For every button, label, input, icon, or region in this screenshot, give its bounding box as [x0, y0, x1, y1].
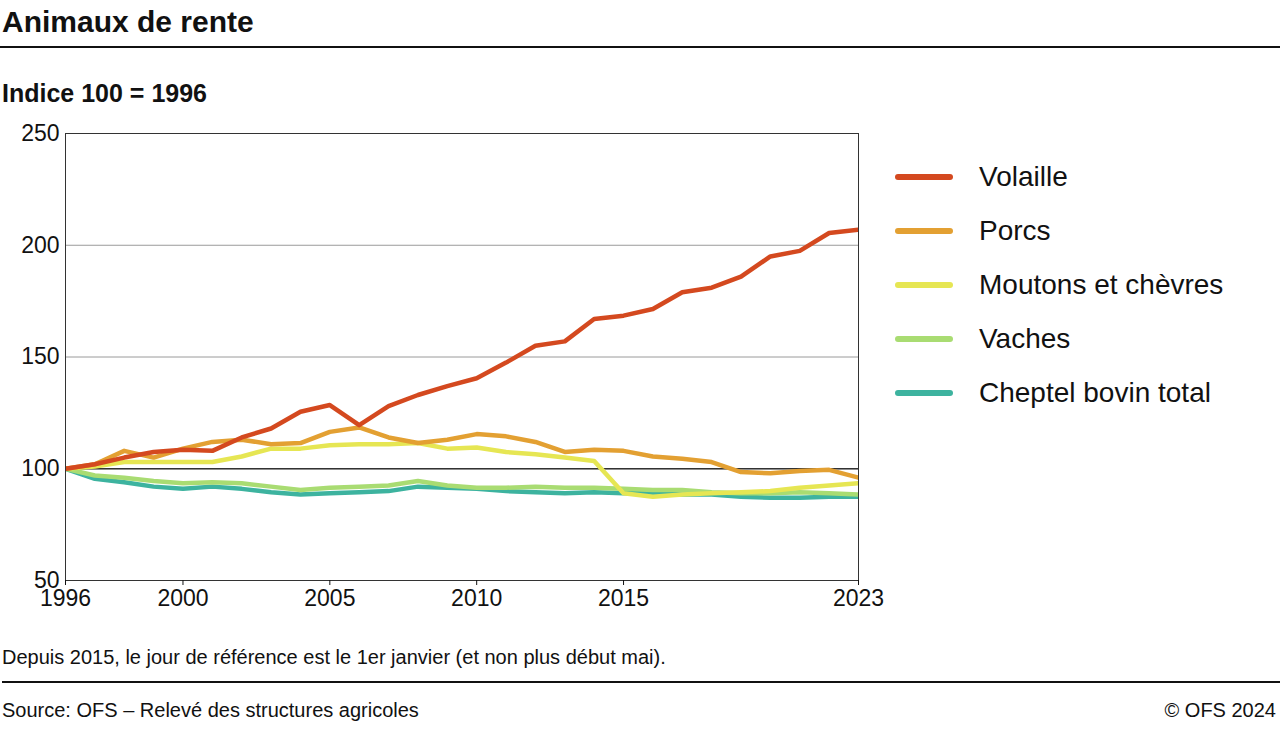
svg-text:150: 150 [21, 343, 59, 369]
html-text:Animaux de rente: Animaux de rente [2, 5, 254, 38]
svg-text:200: 200 [21, 232, 59, 258]
svg-text:2015: 2015 [598, 585, 649, 611]
html-text:Vaches: Vaches [979, 323, 1071, 354]
svg-text:50: 50 [33, 566, 60, 593]
svg-text:1996: 1996 [40, 585, 91, 611]
svg-text:2005: 2005 [304, 585, 355, 611]
svg-text:100: 100 [21, 455, 59, 481]
svg-text:2000: 2000 [157, 585, 208, 611]
html-text:Volaille: Volaille [979, 161, 1068, 192]
html-text:Porcs: Porcs [979, 215, 1051, 246]
html-text:Cheptel bovin total: Cheptel bovin total [979, 377, 1211, 408]
svg-text:250: 250 [21, 120, 59, 146]
html-text:Indice 100 = 1996: Indice 100 = 1996 [2, 79, 207, 107]
svg-text:2023: 2023 [833, 585, 884, 611]
svg-text:2010: 2010 [451, 585, 502, 611]
html-text:Source: OFS – Relevé des struc: Source: OFS – Relevé des structures agri… [2, 699, 419, 721]
html-text:Moutons et chèvres: Moutons et chèvres [979, 269, 1224, 300]
html-text:Depuis 2015, le jour de référe: Depuis 2015, le jour de référence est le… [2, 646, 666, 668]
html-text:© OFS 2024: © OFS 2024 [1164, 699, 1276, 721]
